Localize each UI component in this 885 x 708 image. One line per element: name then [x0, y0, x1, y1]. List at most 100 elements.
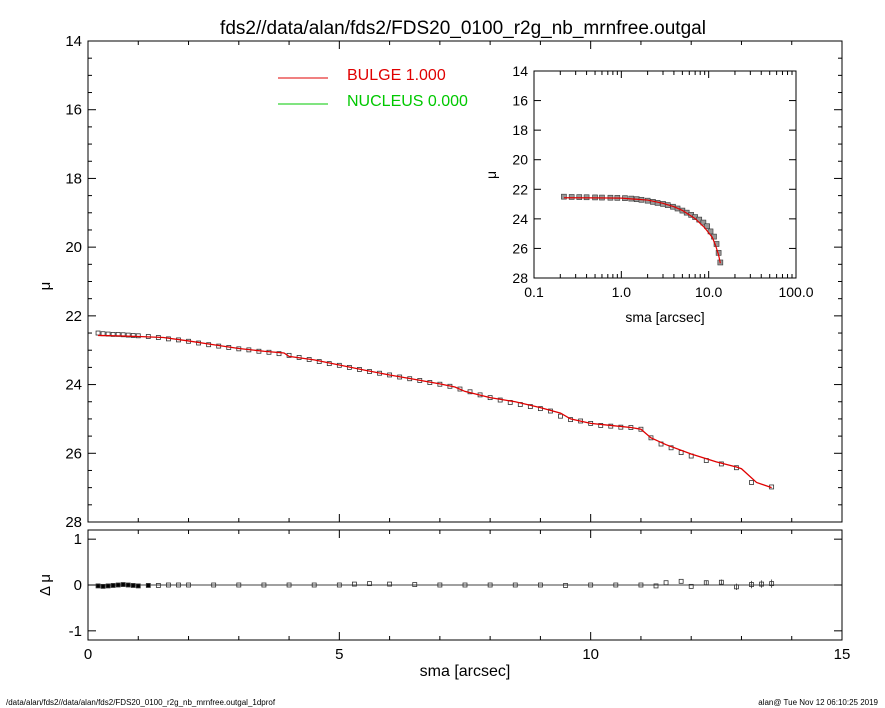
residual-data-point [512, 582, 518, 588]
residual-y-tick-label: -1 [69, 623, 82, 640]
residual-data-point [352, 581, 357, 587]
residual-data-point [95, 583, 101, 589]
main-data-point [130, 333, 136, 338]
residual-x-tick-label: 10 [582, 646, 599, 663]
residual-data-point [100, 583, 106, 589]
residual-data-point [638, 582, 644, 588]
residual-data-point [236, 582, 242, 588]
inset-y-tick-label: 22 [512, 181, 528, 197]
inset-x-axis-label: sma [arcsec] [625, 309, 704, 325]
main-y-tick-label: 28 [65, 514, 82, 531]
inset-y-axis-label: μ [483, 171, 499, 179]
residual-data-point [678, 578, 684, 584]
inset-data-point [568, 194, 575, 200]
main-data-point [125, 332, 131, 338]
inset-data-point [700, 219, 707, 226]
main-data-point [276, 351, 282, 357]
residual-data-point [718, 579, 724, 585]
residual-data-point [135, 583, 141, 589]
residual-data-point [367, 581, 372, 587]
main-y-tick-label: 24 [65, 377, 82, 394]
residual-x-tick-label: 5 [335, 646, 343, 663]
inset-plot: 0.1 1.0 10.0 100.0 14 16 18 20 22 24 26 28 sma [arc… [483, 63, 814, 325]
residual-data-point [613, 582, 619, 588]
main-plot: 14 16 18 20 22 24 26 28 μ [37, 33, 843, 531]
residual-data-point [688, 583, 694, 589]
main-y-tick-label: 26 [65, 445, 82, 462]
residual-data-point [176, 582, 181, 588]
footer-right: alan@ Tue Nov 12 06:10:25 2019 [758, 698, 878, 707]
residual-data-point [110, 583, 116, 588]
inset-x-tick-label: 100.0 [778, 284, 813, 300]
chart-title: fds2//data/alan/fds2/FDS20_0100_r2g_nb_m… [220, 18, 706, 39]
inset-plot-frame [533, 70, 797, 279]
main-data-point [120, 332, 126, 338]
inset-x-tick-label: 1.0 [612, 284, 632, 300]
main-data-point [457, 386, 463, 392]
inset-data-point [561, 193, 567, 200]
residual-data-point [286, 582, 292, 588]
main-data-point [648, 435, 654, 441]
inset-y-tick-label: 16 [512, 93, 528, 109]
inset-bulge-line [563, 197, 721, 264]
residual-data-point [437, 582, 443, 588]
inset-y-tick-label: 26 [512, 240, 528, 256]
residual-x-tick-label: 15 [834, 646, 851, 663]
residual-data-point [336, 582, 342, 588]
residual-data-point [538, 582, 543, 588]
residual-data-point [261, 582, 267, 588]
residual-data-point [588, 582, 594, 588]
residual-data-point [105, 583, 111, 589]
residual-data-point [563, 583, 568, 588]
residual-data-point [462, 582, 468, 588]
residual-data-point [703, 580, 709, 586]
main-y-tick-label: 22 [65, 308, 82, 325]
residual-data-point [115, 582, 121, 588]
residual-x-axis-label: sma [arcsec] [420, 663, 511, 680]
inset-x-tick-label: 10.0 [695, 284, 722, 300]
legend: BULGE 1.000 NUCLEUS 0.000 [278, 67, 468, 110]
main-y-tick-label: 16 [65, 102, 82, 119]
main-data-point [598, 423, 604, 428]
residual-y-tick-label: 1 [74, 531, 82, 548]
legend-label-bulge: BULGE 1.000 [347, 67, 446, 84]
main-y-axis-label: μ [37, 282, 54, 291]
residual-data-point [387, 581, 393, 587]
main-data-point [95, 330, 101, 336]
residual-data-point [120, 582, 126, 587]
inset-y-tick-label: 24 [512, 211, 528, 227]
residual-data-point [125, 582, 131, 588]
residual-data-point [145, 583, 151, 588]
residual-data-point [211, 582, 217, 588]
residual-data-point [653, 583, 659, 589]
main-bulge-line [98, 334, 772, 489]
residual-data-point [487, 582, 493, 588]
residual-data-point [759, 581, 764, 587]
inset-x-tick-label: 0.1 [524, 284, 544, 300]
inset-y-tick-label: 18 [512, 122, 528, 138]
residual-data-point [155, 583, 161, 588]
residual-y-axis-label: Δ μ [37, 574, 54, 596]
main-y-tick-label: 18 [65, 170, 82, 187]
inset-y-tick-label: 14 [512, 63, 528, 79]
main-data-point [558, 413, 563, 419]
residual-data-point [734, 584, 739, 590]
main-y-tick-label: 20 [65, 239, 82, 256]
residual-data-point [311, 582, 317, 588]
residual-data-point [749, 582, 754, 587]
inset-data-point [576, 194, 583, 200]
residual-x-tick-label: 0 [84, 646, 92, 663]
inset-y-tick-label: 20 [512, 152, 528, 168]
main-data-point [527, 404, 533, 409]
residual-plot: 0 5 10 15-101 sma [arcsec] Δ μ [37, 529, 851, 680]
residual-data-point [130, 583, 136, 588]
inset-y-tick-label: 28 [512, 270, 528, 286]
residual-data-point [166, 582, 171, 588]
main-data-point [749, 480, 754, 485]
residual-data-point [186, 582, 191, 588]
footer-left: /data/alan/fds2//data/alan/fds2/FDS20_01… [6, 698, 276, 707]
legend-label-nucleus: NUCLEUS 0.000 [347, 93, 468, 110]
residual-y-tick-label: 0 [74, 577, 82, 594]
residual-data-point [412, 582, 418, 587]
